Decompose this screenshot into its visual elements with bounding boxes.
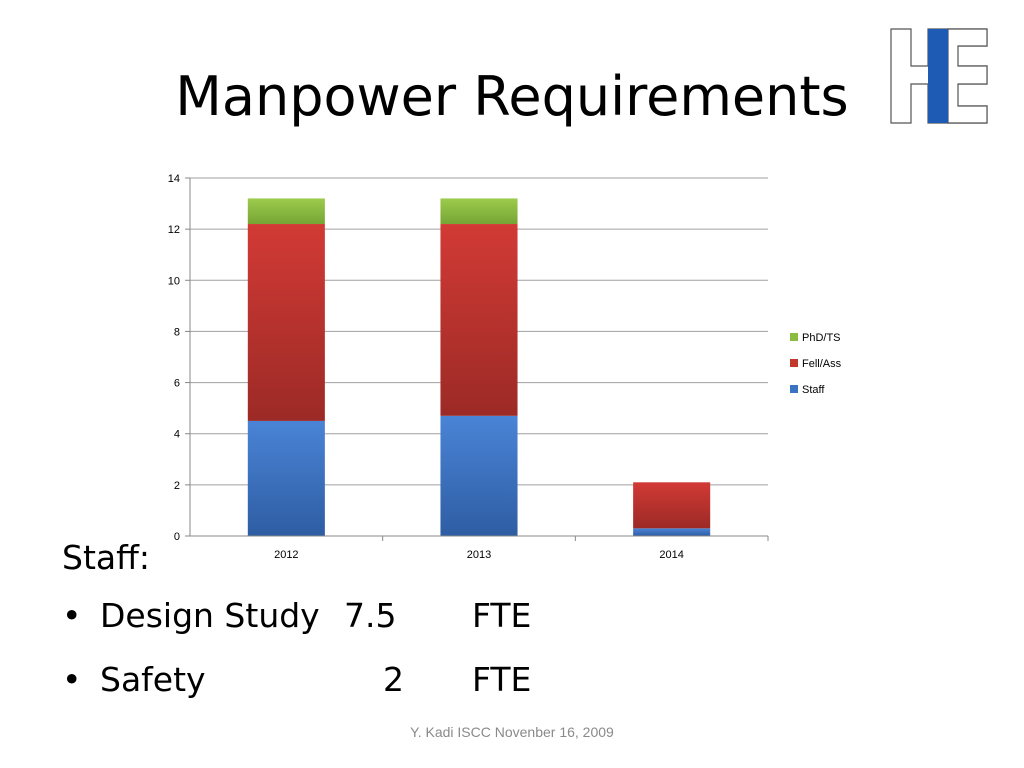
y-tick-label: 8 [174,326,180,338]
slide-title: Manpower Requirements [175,65,849,128]
legend-label: Staff [802,384,825,396]
y-tick-label: 12 [168,224,180,236]
y-tick-label: 6 [174,378,180,390]
x-tick-label: 2013 [467,549,491,561]
x-tick-label: 2014 [659,549,683,561]
legend-swatch [790,333,798,341]
y-tick-label: 2 [174,480,180,492]
y-tick-label: 4 [174,429,180,441]
bullet-unit: FTE [472,660,532,699]
bullet-unit: FTE [472,596,532,635]
stacked-bar-chart: 0 2 4 6 8 10 12 14 2012 2013 2014 PhD/TS Fell/Ass St… [168,173,842,561]
x-tick-label: 2012 [274,549,298,561]
bullet-icon: • [62,596,82,635]
y-tick-label: 10 [168,275,180,287]
bullet-label: Design Study [100,596,320,635]
y-tick-label: 0 [174,531,180,543]
legend-label: Fell/Ass [802,358,842,370]
legend-swatch [790,359,798,367]
bullet-label: Safety [100,660,206,699]
bullet-value: 2 [383,660,404,699]
bar-staff-2014 [633,528,711,536]
bullet-icon: • [62,660,82,699]
staff-heading: Staff: [62,538,150,577]
legend-swatch [790,385,798,393]
he-logo-icon [890,28,988,124]
bar-fell-ass-2012 [247,224,325,421]
legend-label: PhD/TS [802,332,841,344]
bar-fell-ass-2013 [440,224,518,416]
slide-footer: Y. Kadi ISCC Novenber 16, 2009 [410,724,614,740]
bar-staff-2012 [247,420,325,536]
bullet-value: 7.5 [344,596,397,635]
bar-phd-ts-2013 [440,198,518,225]
bar-staff-2013 [440,415,518,536]
y-tick-label: 14 [168,173,180,185]
bar-fell-ass-2014 [633,482,711,529]
bar-phd-ts-2012 [247,198,325,225]
